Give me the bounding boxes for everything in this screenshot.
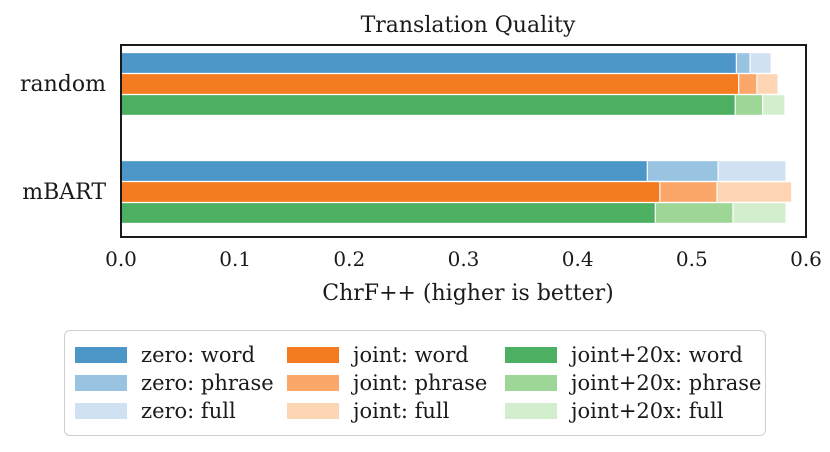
- legend-item: joint: phrase: [287, 369, 487, 397]
- legend-item: joint: full: [287, 397, 449, 425]
- x-axis-label: ChrF++ (higher is better): [322, 281, 613, 306]
- legend-item: joint+20x: full: [505, 397, 723, 425]
- x-tick-label: 0.1: [219, 247, 251, 271]
- y-tick-labels: random mBART: [20, 72, 106, 205]
- legend-swatch: [287, 375, 339, 391]
- x-tick-label: 0.6: [790, 247, 822, 271]
- legend-label: zero: full: [141, 399, 236, 423]
- x-tick-label: 0.0: [105, 247, 137, 271]
- legend-swatch: [287, 403, 339, 419]
- x-tick-label: 0.3: [448, 247, 480, 271]
- legend-item: zero: full: [75, 397, 236, 425]
- legend-swatch: [287, 347, 339, 363]
- legend-item: joint+20x: word: [505, 341, 743, 369]
- legend-label: joint: full: [353, 399, 450, 423]
- bar-mbart-joint20x-word: [121, 203, 656, 223]
- legend-label: joint: phrase: [353, 371, 488, 395]
- chart-title: Translation Quality: [361, 13, 576, 38]
- legend-label: zero: word: [141, 343, 256, 367]
- x-tick-labels: 0.0 0.1 0.2 0.3 0.4 0.5 0.6: [105, 247, 822, 271]
- legend-item: joint: word: [287, 341, 469, 369]
- legend-swatch: [505, 375, 557, 391]
- legend-label: joint: word: [353, 343, 469, 367]
- bars: [121, 53, 792, 223]
- legend-label: joint+20x: word: [571, 343, 743, 367]
- legend-swatch: [75, 403, 127, 419]
- legend-swatch: [505, 347, 557, 363]
- legend-item: zero: word: [75, 341, 255, 369]
- plot-frame: [120, 44, 807, 238]
- legend-label: zero: phrase: [141, 371, 274, 395]
- y-tick-label-random: random: [20, 72, 106, 97]
- bar-mbart-zero-word: [121, 161, 648, 181]
- legend-item: zero: phrase: [75, 369, 274, 397]
- bar-random-joint-word: [121, 74, 739, 94]
- legend-swatch: [75, 375, 127, 391]
- legend-swatch: [505, 403, 557, 419]
- x-tick-label: 0.2: [333, 247, 365, 271]
- bar-random-zero-word: [121, 53, 737, 73]
- y-tick-label-mbart: mBART: [22, 180, 106, 205]
- legend-label: joint+20x: full: [571, 399, 724, 423]
- bar-mbart-joint-word: [121, 182, 660, 202]
- x-tick-label: 0.4: [562, 247, 594, 271]
- legend-swatch: [75, 347, 127, 363]
- legend: zero: word zero: phrase zero: full joint: w…: [64, 330, 766, 436]
- legend-item: joint+20x: phrase: [505, 369, 761, 397]
- bar-random-joint20x-word: [121, 95, 736, 115]
- x-tick-label: 0.5: [676, 247, 708, 271]
- legend-label: joint+20x: phrase: [571, 371, 762, 395]
